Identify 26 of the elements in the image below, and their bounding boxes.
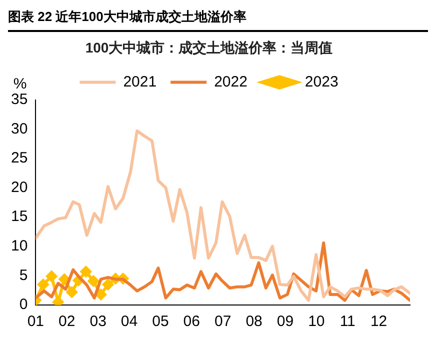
y-tick-label: 10	[10, 238, 28, 255]
chart-title: 图表 22 近年100大中城市成交土地溢价率	[8, 8, 428, 32]
x-tick-label: 02	[58, 313, 76, 330]
x-tick-label: 07	[214, 313, 232, 330]
x-tick-label: 01	[27, 313, 44, 330]
legend-label: 2022	[214, 73, 248, 90]
x-tick-label: 11	[340, 313, 356, 330]
x-tick-label: 03	[90, 313, 106, 330]
y-tick-label: 0	[19, 296, 28, 314]
y-tick-label: 15	[10, 208, 28, 226]
x-tick-label: 04	[120, 313, 138, 330]
legend-label: 2021	[123, 73, 157, 90]
x-tick-label: 05	[152, 313, 169, 330]
y-tick-label: 20	[10, 178, 28, 196]
x-tick-label: 10	[308, 313, 325, 330]
y-axis-title: %	[13, 75, 27, 92]
y-tick-label: 35	[10, 90, 28, 108]
x-tick-label: 06	[183, 313, 200, 330]
y-tick-label: 25	[10, 150, 28, 167]
x-tick-label: 09	[276, 313, 294, 330]
x-tick-label: 08	[246, 313, 262, 330]
y-tick-label: 5	[19, 266, 28, 284]
y-tick-label: 30	[10, 120, 28, 138]
legend-label: 2023	[304, 73, 338, 90]
x-tick-label: 12	[370, 313, 388, 330]
chart-subtitle: 100大中城市：成交土地溢价率：当周值	[85, 39, 333, 56]
